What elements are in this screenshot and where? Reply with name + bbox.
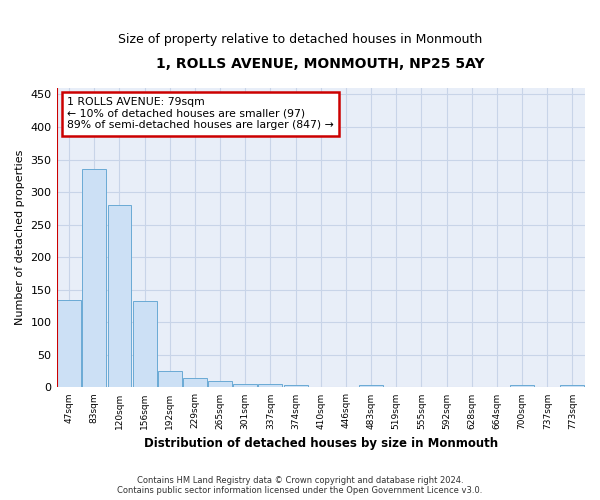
Bar (284, 385, 308, 388)
Bar (208, 381, 232, 388)
Bar (359, 385, 383, 388)
Text: 1 ROLLS AVENUE: 79sqm
← 10% of detached houses are smaller (97)
89% of semi-deta: 1 ROLLS AVENUE: 79sqm ← 10% of detached … (67, 97, 334, 130)
Bar (57, 300, 81, 388)
Title: 1, ROLLS AVENUE, MONMOUTH, NP25 5AY: 1, ROLLS AVENUE, MONMOUTH, NP25 5AY (157, 58, 485, 71)
Bar (158, 371, 182, 388)
Text: Contains HM Land Registry data © Crown copyright and database right 2024.
Contai: Contains HM Land Registry data © Crown c… (118, 476, 482, 495)
Y-axis label: Number of detached properties: Number of detached properties (15, 150, 25, 326)
Bar (183, 378, 207, 388)
Bar (259, 384, 283, 388)
Text: Size of property relative to detached houses in Monmouth: Size of property relative to detached ho… (118, 32, 482, 46)
X-axis label: Distribution of detached houses by size in Monmouth: Distribution of detached houses by size … (144, 437, 498, 450)
Bar (133, 301, 157, 388)
Bar (560, 385, 584, 388)
Bar (107, 205, 131, 388)
Bar (510, 385, 534, 388)
Bar (82, 170, 106, 388)
Bar (233, 384, 257, 388)
